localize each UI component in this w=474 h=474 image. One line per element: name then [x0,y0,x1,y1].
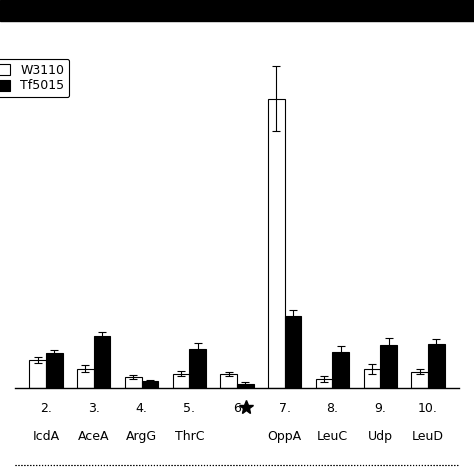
Text: 5.: 5. [183,402,195,415]
Text: OppA: OppA [268,430,302,443]
Legend: W3110, Tf5015: W3110, Tf5015 [0,59,69,98]
Bar [77,369,94,388]
Bar [411,372,428,388]
Text: Udp: Udp [368,430,393,443]
Bar [125,377,142,388]
Text: 2.: 2. [40,402,52,415]
Bar [142,382,158,388]
Text: LeuD: LeuD [412,430,444,443]
Bar [94,336,110,388]
Bar [173,374,189,388]
Bar [268,99,285,388]
Text: 6: 6 [233,402,241,415]
Bar [46,353,63,388]
Text: ThrC: ThrC [174,430,204,443]
Text: AceA: AceA [78,430,109,443]
Text: IcdA: IcdA [33,430,60,443]
Text: ArgG: ArgG [126,430,157,443]
Text: LeuC: LeuC [317,430,348,443]
Bar [220,374,237,388]
Text: 7.: 7. [279,402,291,415]
Text: 3.: 3. [88,402,100,415]
Bar [237,384,254,388]
Text: 4.: 4. [136,402,147,415]
Bar [29,360,46,388]
Bar [332,352,349,388]
Text: 8.: 8. [327,402,338,415]
Bar [316,379,332,388]
Bar [364,369,380,388]
Bar [189,349,206,388]
Text: 10.: 10. [418,402,438,415]
Bar [428,344,445,388]
Bar [285,316,301,388]
Bar [380,346,397,388]
Text: 9.: 9. [374,402,386,415]
